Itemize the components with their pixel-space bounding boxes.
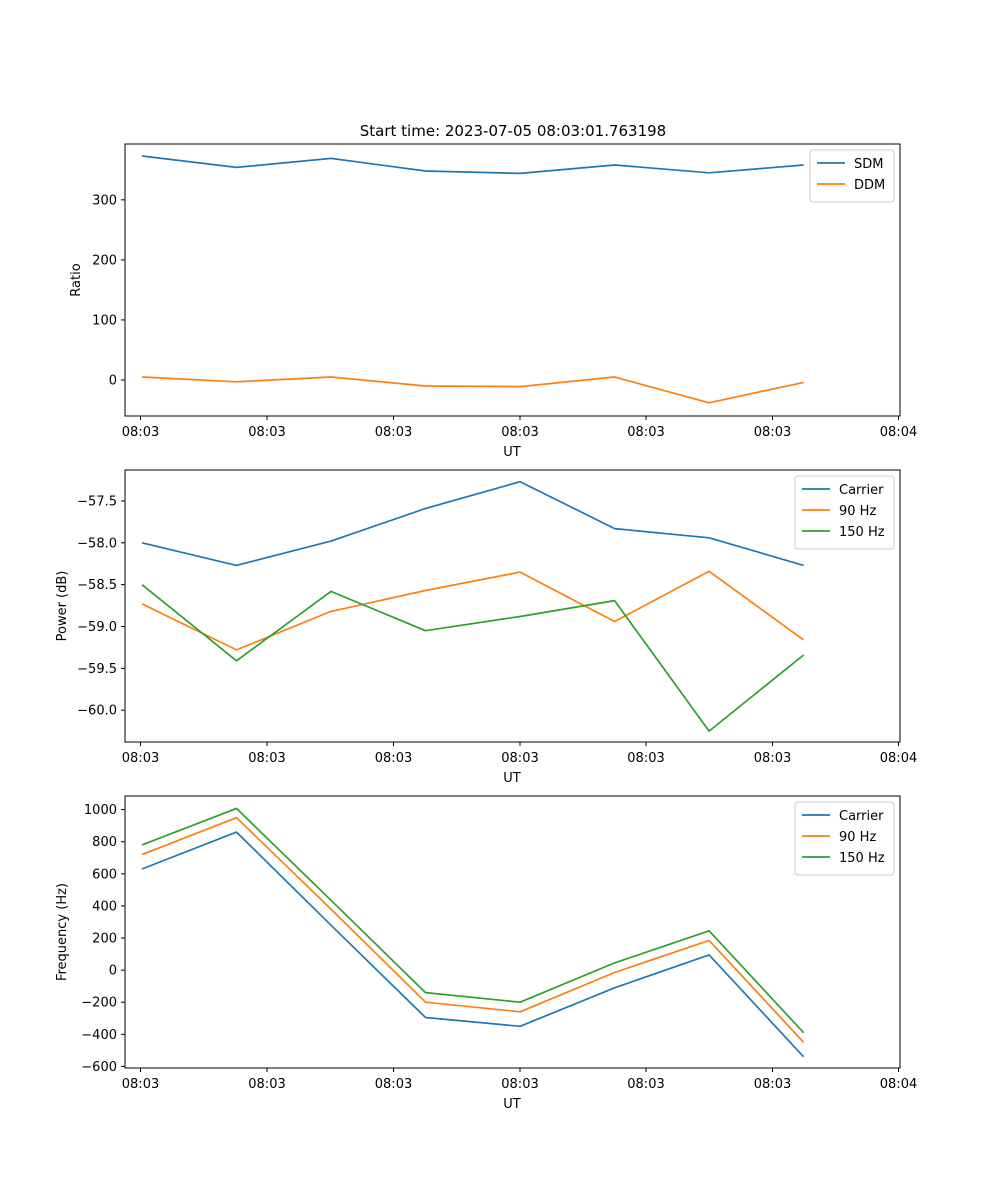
y-tick-label: −200 bbox=[81, 996, 117, 1011]
series-line-ddm bbox=[141, 376, 804, 404]
y-tick-label: −600 bbox=[81, 1060, 117, 1075]
x-tick-label: 08:03 bbox=[248, 1077, 285, 1092]
legend-label: SDM bbox=[854, 157, 883, 172]
y-axis-label: Ratio bbox=[69, 263, 84, 296]
axes-frame bbox=[124, 795, 901, 1069]
legend-label: 150 Hz bbox=[839, 525, 885, 540]
y-tick-label: 200 bbox=[92, 253, 117, 268]
legend-label: 150 Hz bbox=[839, 851, 885, 866]
x-tick-label: 08:03 bbox=[627, 425, 664, 440]
axes-frame bbox=[124, 143, 901, 417]
x-tick-label: 08:03 bbox=[122, 425, 159, 440]
subplot-1: 08:03 08:03 08:03 08:03 08:03 08:03 08:04 0 100 2… bbox=[69, 143, 917, 460]
series-line-90-hz bbox=[141, 816, 805, 1043]
y-tick-label: 400 bbox=[92, 899, 117, 914]
x-tick-label: 08:04 bbox=[880, 1077, 917, 1092]
legend-label: Carrier bbox=[839, 809, 884, 824]
series-line-carrier bbox=[141, 831, 805, 1058]
x-tick-label: 08:04 bbox=[880, 425, 917, 440]
x-tick-label: 08:03 bbox=[754, 751, 791, 766]
x-tick-label: 08:03 bbox=[375, 751, 412, 766]
axes-frame bbox=[124, 469, 901, 743]
legend-label: Carrier bbox=[839, 483, 884, 498]
x-tick-label: 08:03 bbox=[248, 425, 285, 440]
y-tick-label: −59.0 bbox=[77, 620, 117, 635]
series-line-150-hz bbox=[141, 807, 805, 1034]
x-tick-label: 08:03 bbox=[375, 425, 412, 440]
x-tick-label: 08:03 bbox=[501, 425, 538, 440]
series-line-90-hz bbox=[141, 570, 805, 651]
y-tick-label: −400 bbox=[81, 1028, 117, 1043]
y-tick-label: −60.0 bbox=[77, 704, 117, 719]
series-line-sdm bbox=[141, 155, 804, 175]
x-axis-label: UT bbox=[503, 771, 521, 786]
y-tick-label: 600 bbox=[92, 867, 117, 882]
y-tick-label: −58.0 bbox=[77, 536, 117, 551]
x-tick-label: 08:03 bbox=[122, 1077, 159, 1092]
y-tick-label: −58.5 bbox=[77, 578, 117, 593]
y-axis-label: Power (dB) bbox=[55, 571, 70, 642]
legend: SDM DDM bbox=[809, 149, 895, 203]
y-tick-label: 200 bbox=[92, 932, 117, 947]
x-tick-label: 08:03 bbox=[627, 751, 664, 766]
legend-label: 90 Hz bbox=[839, 830, 876, 845]
y-tick-label: 100 bbox=[92, 313, 117, 328]
subplot-3: 08:03 08:03 08:03 08:03 08:03 08:03 08:04 −600 −… bbox=[55, 795, 917, 1112]
y-tick-label: 0 bbox=[109, 373, 117, 388]
y-tick-label: 300 bbox=[92, 193, 117, 208]
x-tick-label: 08:03 bbox=[375, 1077, 412, 1092]
x-tick-label: 08:04 bbox=[880, 751, 917, 766]
x-tick-label: 08:03 bbox=[754, 1077, 791, 1092]
x-tick-label: 08:03 bbox=[754, 425, 791, 440]
legend: Carrier 90 Hz 150 Hz bbox=[794, 801, 895, 876]
y-tick-label: 0 bbox=[109, 964, 117, 979]
y-tick-label: −59.5 bbox=[77, 662, 117, 677]
x-axis-label: UT bbox=[503, 445, 521, 460]
y-tick-label: 1000 bbox=[84, 803, 117, 818]
y-tick-label: −57.5 bbox=[77, 494, 117, 509]
x-tick-label: 08:03 bbox=[627, 1077, 664, 1092]
legend-label: DDM bbox=[854, 178, 885, 193]
x-tick-label: 08:03 bbox=[501, 751, 538, 766]
y-axis-label: Frequency (Hz) bbox=[55, 883, 70, 981]
legend-label: 90 Hz bbox=[839, 504, 876, 519]
series-line-150-hz bbox=[141, 584, 805, 732]
y-tick-label: 800 bbox=[92, 835, 117, 850]
legend: Carrier 90 Hz 150 Hz bbox=[794, 475, 895, 550]
x-tick-label: 08:03 bbox=[248, 751, 285, 766]
x-tick-label: 08:03 bbox=[501, 1077, 538, 1092]
x-tick-label: 08:03 bbox=[122, 751, 159, 766]
subplot-2: 08:03 08:03 08:03 08:03 08:03 08:03 08:04 −60.0… bbox=[55, 469, 917, 786]
figure-title: Start time: 2023-07-05 08:03:01.763198 bbox=[360, 122, 666, 140]
x-axis-label: UT bbox=[503, 1097, 521, 1112]
series-line-carrier bbox=[141, 480, 804, 567]
